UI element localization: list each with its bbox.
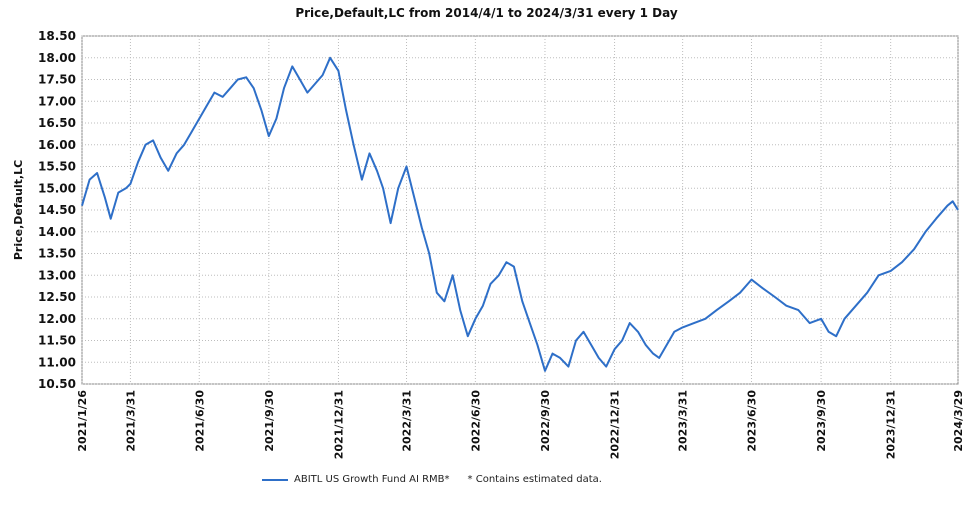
x-tick-label: 2023/12/31	[885, 390, 898, 459]
y-axis-ticks: 10.50 11.00 11.50 12.00 12.50 13.00 13.50 14.00…	[38, 29, 76, 391]
y-tick-label: 11.50	[38, 334, 76, 348]
estimated-note: * Contains estimated data.	[467, 474, 602, 485]
grid-lines	[81, 35, 959, 385]
x-tick-label: 2022/9/30	[539, 390, 552, 452]
legend: ABITL US Growth Fund AI RMB* * Contains …	[262, 474, 602, 485]
y-tick-label: 11.00	[38, 355, 76, 369]
x-tick-label: 2021/9/30	[263, 390, 276, 452]
series-line	[81, 56, 959, 372]
legend-series-name: ABITL US Growth Fund AI RMB*	[294, 474, 450, 485]
x-tick-label: 2022/12/31	[609, 390, 622, 459]
y-tick-label: 13.50	[38, 247, 76, 261]
x-tick-label: 2021/1/26	[76, 390, 89, 452]
y-tick-label: 12.00	[38, 312, 76, 326]
x-tick-label: 2024/3/29	[952, 390, 965, 452]
y-tick-label: 10.50	[38, 377, 76, 391]
y-tick-label: 14.50	[38, 203, 76, 217]
legend-swatch	[262, 478, 288, 481]
chart-title: Price,Default,LC from 2014/4/1 to 2024/3…	[295, 6, 678, 20]
y-tick-label: 13.00	[38, 268, 76, 282]
x-tick-label: 2022/6/30	[469, 390, 482, 452]
y-tick-label: 17.00	[38, 94, 76, 108]
x-tick-label: 2021/6/30	[193, 390, 206, 452]
y-tick-label: 16.50	[38, 116, 76, 130]
y-tick-label: 16.00	[38, 138, 76, 152]
y-tick-label: 12.50	[38, 290, 76, 304]
y-tick-label: 15.50	[38, 160, 76, 174]
x-tick-label: 2021/3/31	[124, 390, 137, 452]
y-tick-label: 14.00	[38, 225, 76, 239]
x-tick-label: 2023/9/30	[815, 390, 828, 452]
x-axis-ticks: 2021/1/26 2021/3/31 2021/6/30 2021/9/30 2021…	[76, 390, 965, 460]
x-tick-label: 2023/6/30	[745, 390, 758, 452]
y-tick-label: 18.00	[38, 51, 76, 65]
x-tick-label: 2021/12/31	[332, 390, 345, 459]
x-tick-label: 2022/3/31	[401, 390, 414, 452]
x-tick-label: 2023/3/31	[677, 390, 690, 452]
y-axis-label: Price,Default,LC	[12, 160, 25, 260]
y-tick-label: 18.50	[38, 29, 76, 43]
y-tick-label: 17.50	[38, 73, 76, 87]
y-tick-label: 15.00	[38, 181, 76, 195]
series-group	[81, 56, 959, 372]
